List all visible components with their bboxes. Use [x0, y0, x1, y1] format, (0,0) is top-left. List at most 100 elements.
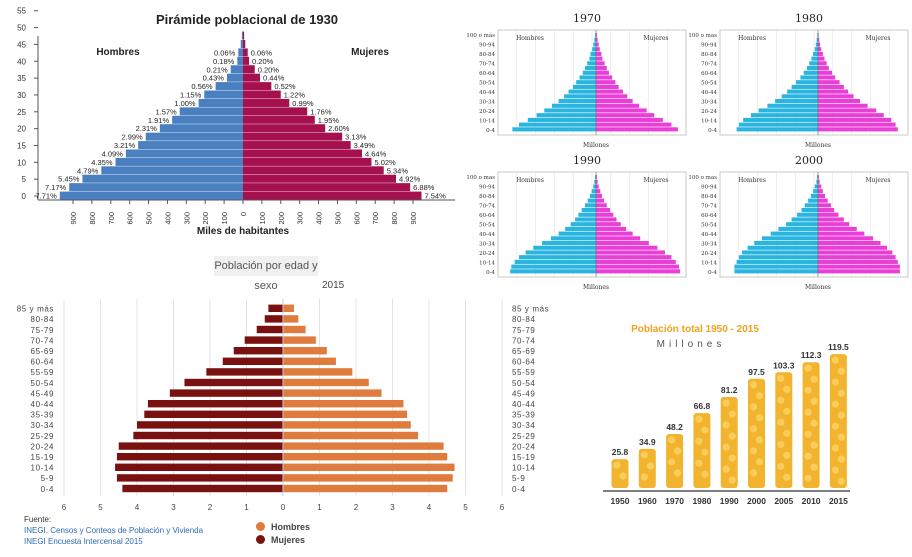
pyramid-1930-bar-men [179, 107, 243, 116]
pyramid-1930-bar-men [198, 98, 243, 107]
mini-age-tick: 20-24 [479, 251, 495, 257]
pyramid-1930-label-men: 1.00% [174, 99, 196, 108]
source-link-censos[interactable]: INEGI. Censos y Conteos de Población y V… [24, 526, 204, 535]
pyramid-1930-label-men: 3.21% [114, 141, 136, 150]
pyramid-1930-label-men: 7.71% [35, 192, 57, 201]
pyramid-1930-bar-women [243, 166, 384, 175]
mini-age-tick: 20-24 [701, 251, 717, 257]
pyramid-1930-bar-men [240, 40, 243, 49]
pyramid-1930-title: Pirámide poblacional de 1930 [156, 12, 338, 27]
mini-bar-women [596, 122, 672, 127]
source-link-encuesta[interactable]: INEGI Encuesta Intercensal 2015 [24, 537, 143, 546]
total-bar [720, 397, 738, 488]
pyramid-2015-age-left: 50-54 [31, 379, 54, 388]
pyramid-2015-bar-mujeres [118, 442, 283, 450]
pyramid-2015-xtick: 3 [171, 503, 176, 512]
total-bar-figure [695, 459, 703, 467]
pyramid-1930-ytick: 30 [17, 91, 26, 100]
mini-age-tick: 10-14 [479, 260, 495, 266]
pyramid-1930-ytick: 35 [17, 74, 26, 83]
total-bar-figure [722, 421, 730, 429]
pyramid-2015-age-left: 30-34 [31, 421, 54, 430]
mini-bar-men [738, 122, 818, 127]
pyramid-1930-bar-women [243, 183, 411, 192]
mini-bar-women [596, 108, 647, 113]
pyramid-1930-label-men: 4.79% [77, 166, 99, 175]
total-bar-figure [695, 437, 703, 445]
mini-bar-men [533, 245, 596, 250]
mini-bar-women [596, 66, 607, 71]
pyramid-2015-bar-mujeres [222, 357, 283, 365]
total-bar-figure [777, 418, 785, 426]
mini-bar-men [590, 51, 596, 56]
mini-women-label: Mujeres [644, 35, 669, 42]
pyramid-1930-label-women: 0.99% [292, 99, 314, 108]
mini-age-tick: 40-44 [701, 232, 717, 238]
mini-bar-women [818, 127, 898, 132]
total-bar-figure [804, 364, 812, 372]
total-bar-figure [777, 396, 785, 404]
pyramid-2015-xtick: 4 [135, 503, 140, 512]
pyramid-2015-bar-hombres [283, 315, 299, 323]
mini-bar-women [818, 66, 829, 71]
mini-bar-women [818, 70, 833, 75]
total-bar-figure [804, 474, 812, 482]
total-bar-figure [837, 411, 845, 419]
mini-bar-men [558, 99, 596, 104]
mini-age-tick: 10-14 [701, 260, 717, 266]
pyramid-2015-bar-hombres [283, 304, 294, 312]
total-population-subtitle: Millones [657, 339, 726, 350]
mini-bar-women [596, 222, 621, 227]
pyramid-1930-label-men: 1.15% [180, 91, 202, 100]
mini-age-tick: 10-14 [701, 118, 717, 124]
pyramid-1930-bar-women [243, 107, 308, 116]
pyramid-2015-age-left: 15-19 [31, 453, 54, 462]
total-bar-figure [749, 469, 758, 477]
mini-bar-men [594, 37, 596, 42]
pyramid-1930-bar-women [243, 56, 250, 65]
pyramid-1930-xtick: 100 [258, 212, 267, 225]
mini-bar-men [519, 122, 596, 127]
total-bar-figure [831, 444, 839, 452]
pyramid-1930-bar-women [243, 98, 290, 107]
mini-bar-men [593, 184, 596, 189]
mini-bar-women [818, 193, 826, 198]
total-bar-figure [695, 415, 703, 423]
total-value-label: 25.8 [612, 447, 629, 457]
mini-bar-women [818, 37, 820, 42]
mini-age-tick: 0-4 [708, 270, 717, 276]
pyramid-1930-bar-women [243, 115, 315, 124]
pyramid-1930-label-women: 0.06% [251, 48, 273, 57]
mini-age-tick: 50-54 [701, 222, 717, 228]
pyramid-2015-bar-mujeres [184, 378, 283, 387]
mini-bar-women [596, 89, 623, 94]
total-bar-figure [674, 469, 682, 477]
pyramid-2015-age-right: 20-24 [512, 442, 535, 451]
pyramid-2015-legend: Hombres Mujeres [256, 520, 310, 546]
total-bar-figure [777, 440, 785, 448]
pyramid-2015-bar-hombres [283, 325, 306, 334]
pyramid-1930-label-women: 1.22% [284, 91, 306, 100]
total-bar-figure [804, 452, 812, 460]
total-bar-figure [722, 443, 730, 451]
mini-bar-women [596, 226, 627, 231]
mini-bar-men [817, 175, 818, 180]
total-bar-figure [837, 367, 845, 375]
mini-bar-women [596, 208, 611, 213]
mini-bar-men [587, 198, 596, 203]
mini-bar-men [811, 56, 818, 61]
mini-age-tick: 90-94 [479, 184, 495, 190]
mini-age-tick: 40-44 [701, 90, 717, 96]
pyramid-1930-xtick: 800 [88, 212, 97, 225]
pyramid-2015-bar-mujeres [137, 421, 283, 429]
total-population-title: Población total 1950 - 2015 [631, 324, 759, 335]
mini-age-tick: 50-54 [479, 80, 495, 86]
pyramid-1930-ytick: 45 [17, 40, 26, 49]
mini-bar-men [519, 255, 596, 260]
mini-bar-men [808, 198, 818, 203]
mini-bar-men [511, 264, 596, 269]
mini-bar-women [818, 189, 823, 194]
mini-age-tick: 70-74 [479, 203, 495, 209]
mini-bar-women [818, 259, 898, 264]
mini-pyramid-title: 1980 [795, 12, 823, 25]
